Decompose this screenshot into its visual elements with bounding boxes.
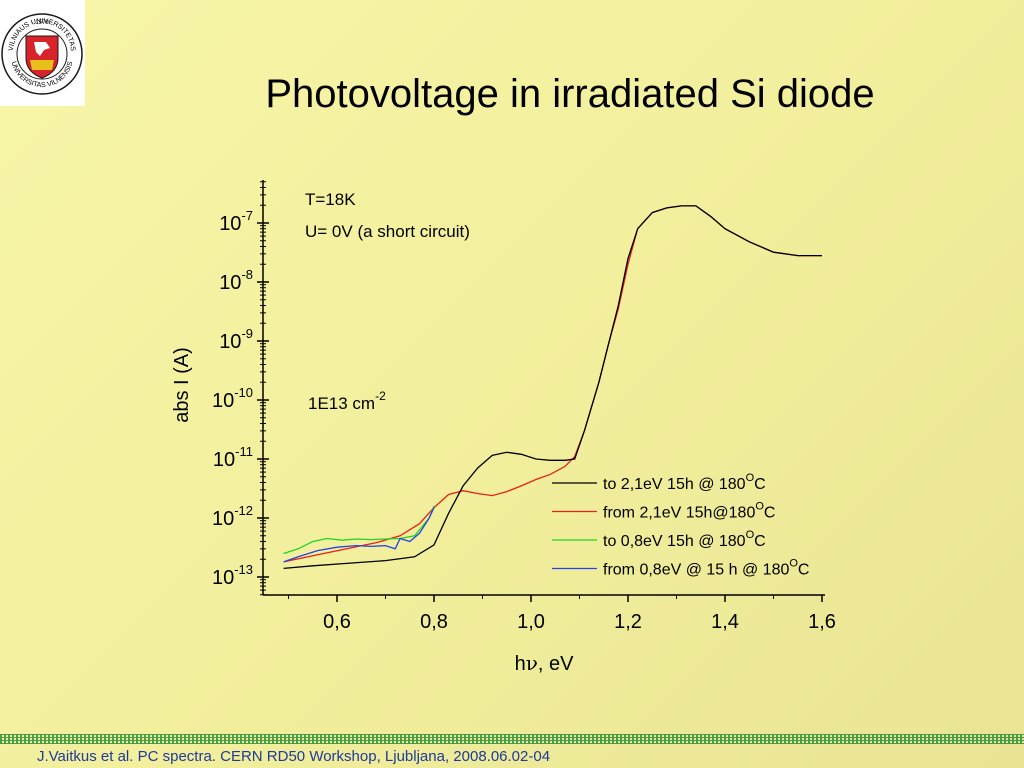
x-tick-label: 1,0 — [517, 611, 545, 633]
y-tick-label: 10-8 — [219, 267, 253, 294]
y-tick-label: 10-11 — [213, 444, 253, 471]
photovoltage-chart: 10-7 10-8 10-9 10-10 10-11 10-12 10-13 0,6 0,8 1… — [171, 180, 836, 675]
series-line — [283, 205, 822, 570]
university-logo: VILNIAUS UNIVERSITETAS UNIVERSITAS VILNE… — [0, 0, 85, 106]
annotation-voltage: U= 0V (a short circuit) — [305, 222, 470, 241]
y-tick-label: 10-7 — [219, 208, 253, 235]
knight-icon — [34, 42, 50, 56]
legend-entry: from 0,8eV @ 15 h @ 180OC — [603, 558, 809, 579]
x-axis-title: hν, eV — [515, 651, 575, 675]
annotation-fluence: 1E13 cm-2 — [308, 389, 386, 413]
x-ticks: 0,6 0,8 1,0 1,2 1,4 1,6 — [288, 595, 836, 633]
y-ticks: 10-7 10-8 10-9 10-10 10-11 10-12 10-13 — [212, 181, 269, 596]
series-lines — [283, 205, 822, 570]
university-seal-icon: VILNIAUS UNIVERSITETAS UNIVERSITAS VILNE… — [1, 13, 83, 95]
chart-axes — [262, 180, 825, 596]
y-tick-label: 10-13 — [212, 562, 253, 589]
legend-entry: from 2,1eV 15h@180OC — [603, 501, 775, 522]
chart-legend: to 2,1eV 15h @ 180OC from 2,1eV 15h@180OC… — [552, 472, 809, 579]
y-tick-label: 10-12 — [212, 503, 253, 530]
y-tick-label: 10-9 — [219, 326, 253, 353]
seal-inner-ring — [16, 28, 68, 80]
x-tick-label: 0,8 — [420, 611, 448, 633]
x-tick-label: 1,4 — [711, 611, 739, 633]
y-tick-label: 10-10 — [212, 385, 253, 412]
book-icon — [30, 60, 54, 70]
slide-title: Photovoltage in irradiated Si diode — [265, 72, 875, 116]
footer-citation: J.Vaitkus et al. PC spectra. CERN RD50 W… — [37, 748, 551, 765]
x-tick-label: 1,2 — [614, 611, 642, 633]
footer-divider — [0, 734, 1024, 744]
x-tick-label: 0,6 — [323, 611, 351, 633]
x-tick-label: 1,6 — [808, 611, 836, 633]
annotation-temperature: T=18K — [305, 190, 356, 209]
legend-entry: to 2,1eV 15h @ 180OC — [603, 472, 766, 493]
series-line — [283, 507, 435, 563]
y-axis-title: abs I (A) — [171, 347, 193, 423]
seal-year: · 1579 · — [32, 20, 53, 26]
legend-entry: to 0,8eV 15h @ 180OC — [603, 529, 766, 550]
series-line — [283, 505, 435, 555]
